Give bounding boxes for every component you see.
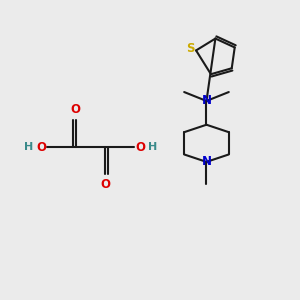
Text: O: O [100, 178, 110, 190]
Text: O: O [36, 140, 46, 154]
Text: O: O [71, 103, 81, 116]
Text: H: H [24, 142, 33, 152]
Text: N: N [202, 155, 212, 168]
Text: N: N [202, 94, 212, 107]
Text: H: H [148, 142, 157, 152]
Text: O: O [135, 140, 145, 154]
Text: S: S [187, 42, 195, 56]
